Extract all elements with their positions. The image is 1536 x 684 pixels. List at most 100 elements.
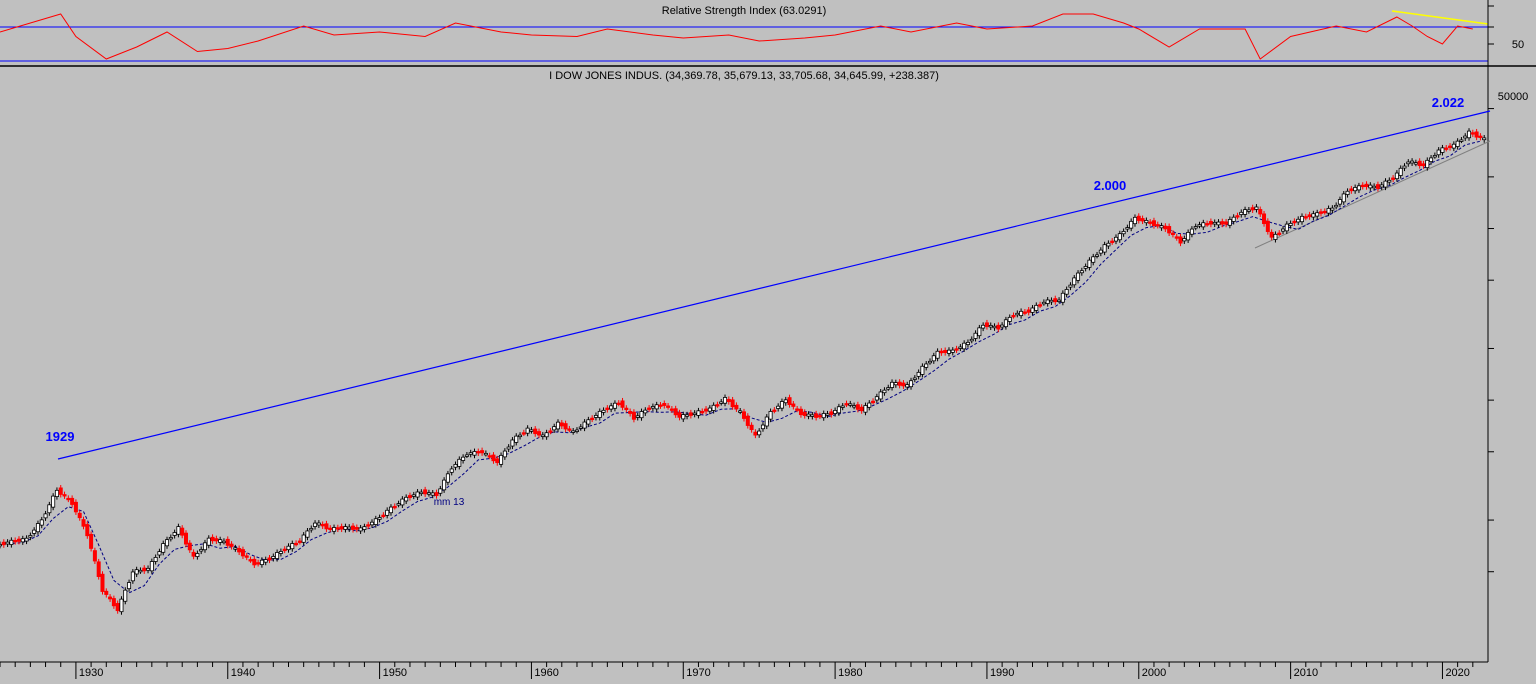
candle-body xyxy=(1034,304,1039,311)
candle-body xyxy=(559,422,564,427)
candle-body xyxy=(1372,185,1377,189)
candle-body xyxy=(358,527,363,532)
candle-body xyxy=(688,412,693,416)
x-label-2000: 2000 xyxy=(1142,667,1166,679)
candle-body xyxy=(1341,193,1346,203)
candle-body xyxy=(871,400,876,404)
candle-body xyxy=(540,434,545,437)
candle-body xyxy=(0,543,3,547)
candle-body xyxy=(388,506,393,514)
candle-body xyxy=(92,550,97,562)
candle-body xyxy=(335,527,340,530)
candle-body xyxy=(130,571,135,582)
candle-body xyxy=(533,428,538,435)
candle-body xyxy=(252,558,257,566)
x-axis-labels: 1930 1940 1950 1960 1970 1980 1990 2000 … xyxy=(79,667,1470,679)
candle-body xyxy=(1292,220,1297,224)
candle-body xyxy=(172,532,177,536)
candle-body xyxy=(73,501,78,513)
candle-body xyxy=(290,543,295,550)
candle-body xyxy=(476,451,481,454)
candle-body xyxy=(1394,172,1399,180)
candle-body xyxy=(62,494,67,497)
candle-body xyxy=(601,409,606,413)
candle-body xyxy=(221,540,226,544)
candle-body xyxy=(742,411,747,419)
candle-body xyxy=(620,400,625,408)
candle-body xyxy=(278,551,283,554)
candle-body xyxy=(127,582,132,590)
candle-body xyxy=(263,559,268,563)
candle-body xyxy=(77,512,82,519)
candle-body xyxy=(480,450,485,454)
candle-body xyxy=(817,415,822,418)
candle-body xyxy=(1356,185,1361,191)
candle-body xyxy=(1022,311,1027,314)
candle-body xyxy=(66,497,71,501)
candle-body xyxy=(381,514,386,518)
candle-body xyxy=(332,527,337,532)
annotation-1929: 1929 xyxy=(46,429,75,444)
candle-body xyxy=(609,405,614,410)
candle-body xyxy=(928,360,933,364)
candle-body xyxy=(1045,299,1050,304)
candle-body xyxy=(1235,215,1240,218)
candle-body xyxy=(783,399,788,404)
candle-body xyxy=(229,543,234,547)
candle-body xyxy=(749,424,754,431)
candle-body xyxy=(415,491,420,498)
candle-body xyxy=(525,427,530,434)
candle-body xyxy=(123,589,128,602)
candle-body xyxy=(434,492,439,497)
candle-body xyxy=(1455,140,1460,147)
candle-body xyxy=(244,555,249,558)
candle-body xyxy=(1288,222,1293,226)
candle-body xyxy=(1322,210,1327,214)
candle-body xyxy=(1167,226,1172,234)
candle-body xyxy=(897,381,902,386)
candle-body xyxy=(1178,236,1183,244)
candle-body xyxy=(1186,232,1191,241)
candle-body xyxy=(723,397,728,404)
candle-body xyxy=(1311,213,1316,218)
candle-body xyxy=(996,324,1001,330)
rsi-series-path xyxy=(0,13,1473,60)
candle-body xyxy=(635,415,640,418)
candle-body xyxy=(939,350,944,354)
candle-body xyxy=(1349,188,1354,192)
candle-body xyxy=(457,458,462,467)
candle-body xyxy=(180,527,185,536)
candle-body xyxy=(1402,165,1407,169)
x-label-1940: 1940 xyxy=(231,667,255,679)
candle-body xyxy=(882,389,887,394)
candle-body xyxy=(362,526,367,530)
candle-body xyxy=(859,406,864,412)
candle-body xyxy=(24,537,29,542)
candle-body xyxy=(58,487,63,495)
candle-body xyxy=(267,557,272,561)
candle-body xyxy=(1353,187,1358,192)
candle-body xyxy=(47,504,52,514)
candle-body xyxy=(1110,240,1115,243)
candle-body xyxy=(654,404,659,410)
candle-body xyxy=(518,434,523,438)
candle-body xyxy=(89,533,94,549)
candle-body xyxy=(305,530,310,538)
candle-body xyxy=(586,419,591,425)
candle-body xyxy=(1091,256,1096,263)
rsi-tick-50: 50 xyxy=(1512,39,1524,51)
candle-body xyxy=(590,417,595,421)
candle-body xyxy=(1132,216,1137,225)
candle-body xyxy=(1410,160,1415,164)
x-label-2010: 2010 xyxy=(1294,667,1318,679)
candle-body xyxy=(28,535,33,538)
candle-body xyxy=(237,548,242,553)
candle-body xyxy=(662,403,667,406)
candle-body xyxy=(32,529,37,534)
candle-body xyxy=(282,548,287,552)
candle-body xyxy=(631,411,636,420)
candle-body xyxy=(867,402,872,408)
